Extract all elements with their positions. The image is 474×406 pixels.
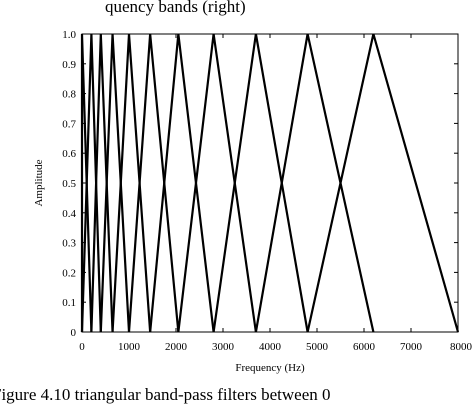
triangular-filter-8 <box>177 33 257 333</box>
y-tick-label: 0.2 <box>62 267 76 279</box>
x-tick-label: 3000 <box>212 341 235 353</box>
x-axis-ticks: 0 1000 2000 3000 4000 5000 6000 7000 8000 <box>79 34 473 353</box>
triangular-filter-10 <box>254 33 375 333</box>
triangular-filter-6 <box>127 33 180 333</box>
x-tick-label: 5000 <box>306 341 329 353</box>
cut-off-caption-text: Figure 4.10 triangular band-pass filters… <box>0 385 331 404</box>
y-tick-label: 0.6 <box>62 148 76 160</box>
triangular-filter-7 <box>149 33 215 333</box>
x-axis-label: Frequency (Hz) <box>235 362 305 374</box>
y-tick-label: 0.5 <box>62 178 76 190</box>
y-tick-label: 1.0 <box>62 29 76 41</box>
x-tick-label: 6000 <box>353 341 376 353</box>
triangular-filter-9 <box>212 33 309 333</box>
triangular-filter-2 <box>80 33 102 333</box>
y-tick-label: 0.8 <box>62 89 76 101</box>
filter-lines <box>80 33 460 333</box>
x-tick-label: 8000 <box>450 341 473 353</box>
triangular-filter-3 <box>90 33 114 333</box>
plot-area-border <box>81 33 459 333</box>
y-tick-label: 0.3 <box>62 238 76 250</box>
x-tick-label: 7000 <box>400 341 423 353</box>
x-tick-label: 4000 <box>259 341 282 353</box>
triangular-filter-11 <box>306 33 460 333</box>
x-tick-label: 0 <box>79 341 85 353</box>
cut-off-header-text: quency bands (right) <box>105 0 246 16</box>
y-axis-ticks: 0 0.1 0.2 0.3 0.4 0.5 0.6 0.7 0.8 0.9 1.0 <box>62 29 458 339</box>
y-tick-label: 0 <box>71 327 77 339</box>
y-tick-label: 0.7 <box>62 118 76 130</box>
y-axis-label: Amplitude <box>33 159 45 206</box>
triangular-filter-4 <box>99 33 131 333</box>
x-tick-label: 1000 <box>118 341 141 353</box>
y-tick-label: 0.9 <box>62 59 76 71</box>
y-tick-label: 0.1 <box>62 297 76 309</box>
y-tick-label: 0.4 <box>62 208 76 220</box>
x-tick-label: 2000 <box>165 341 188 353</box>
